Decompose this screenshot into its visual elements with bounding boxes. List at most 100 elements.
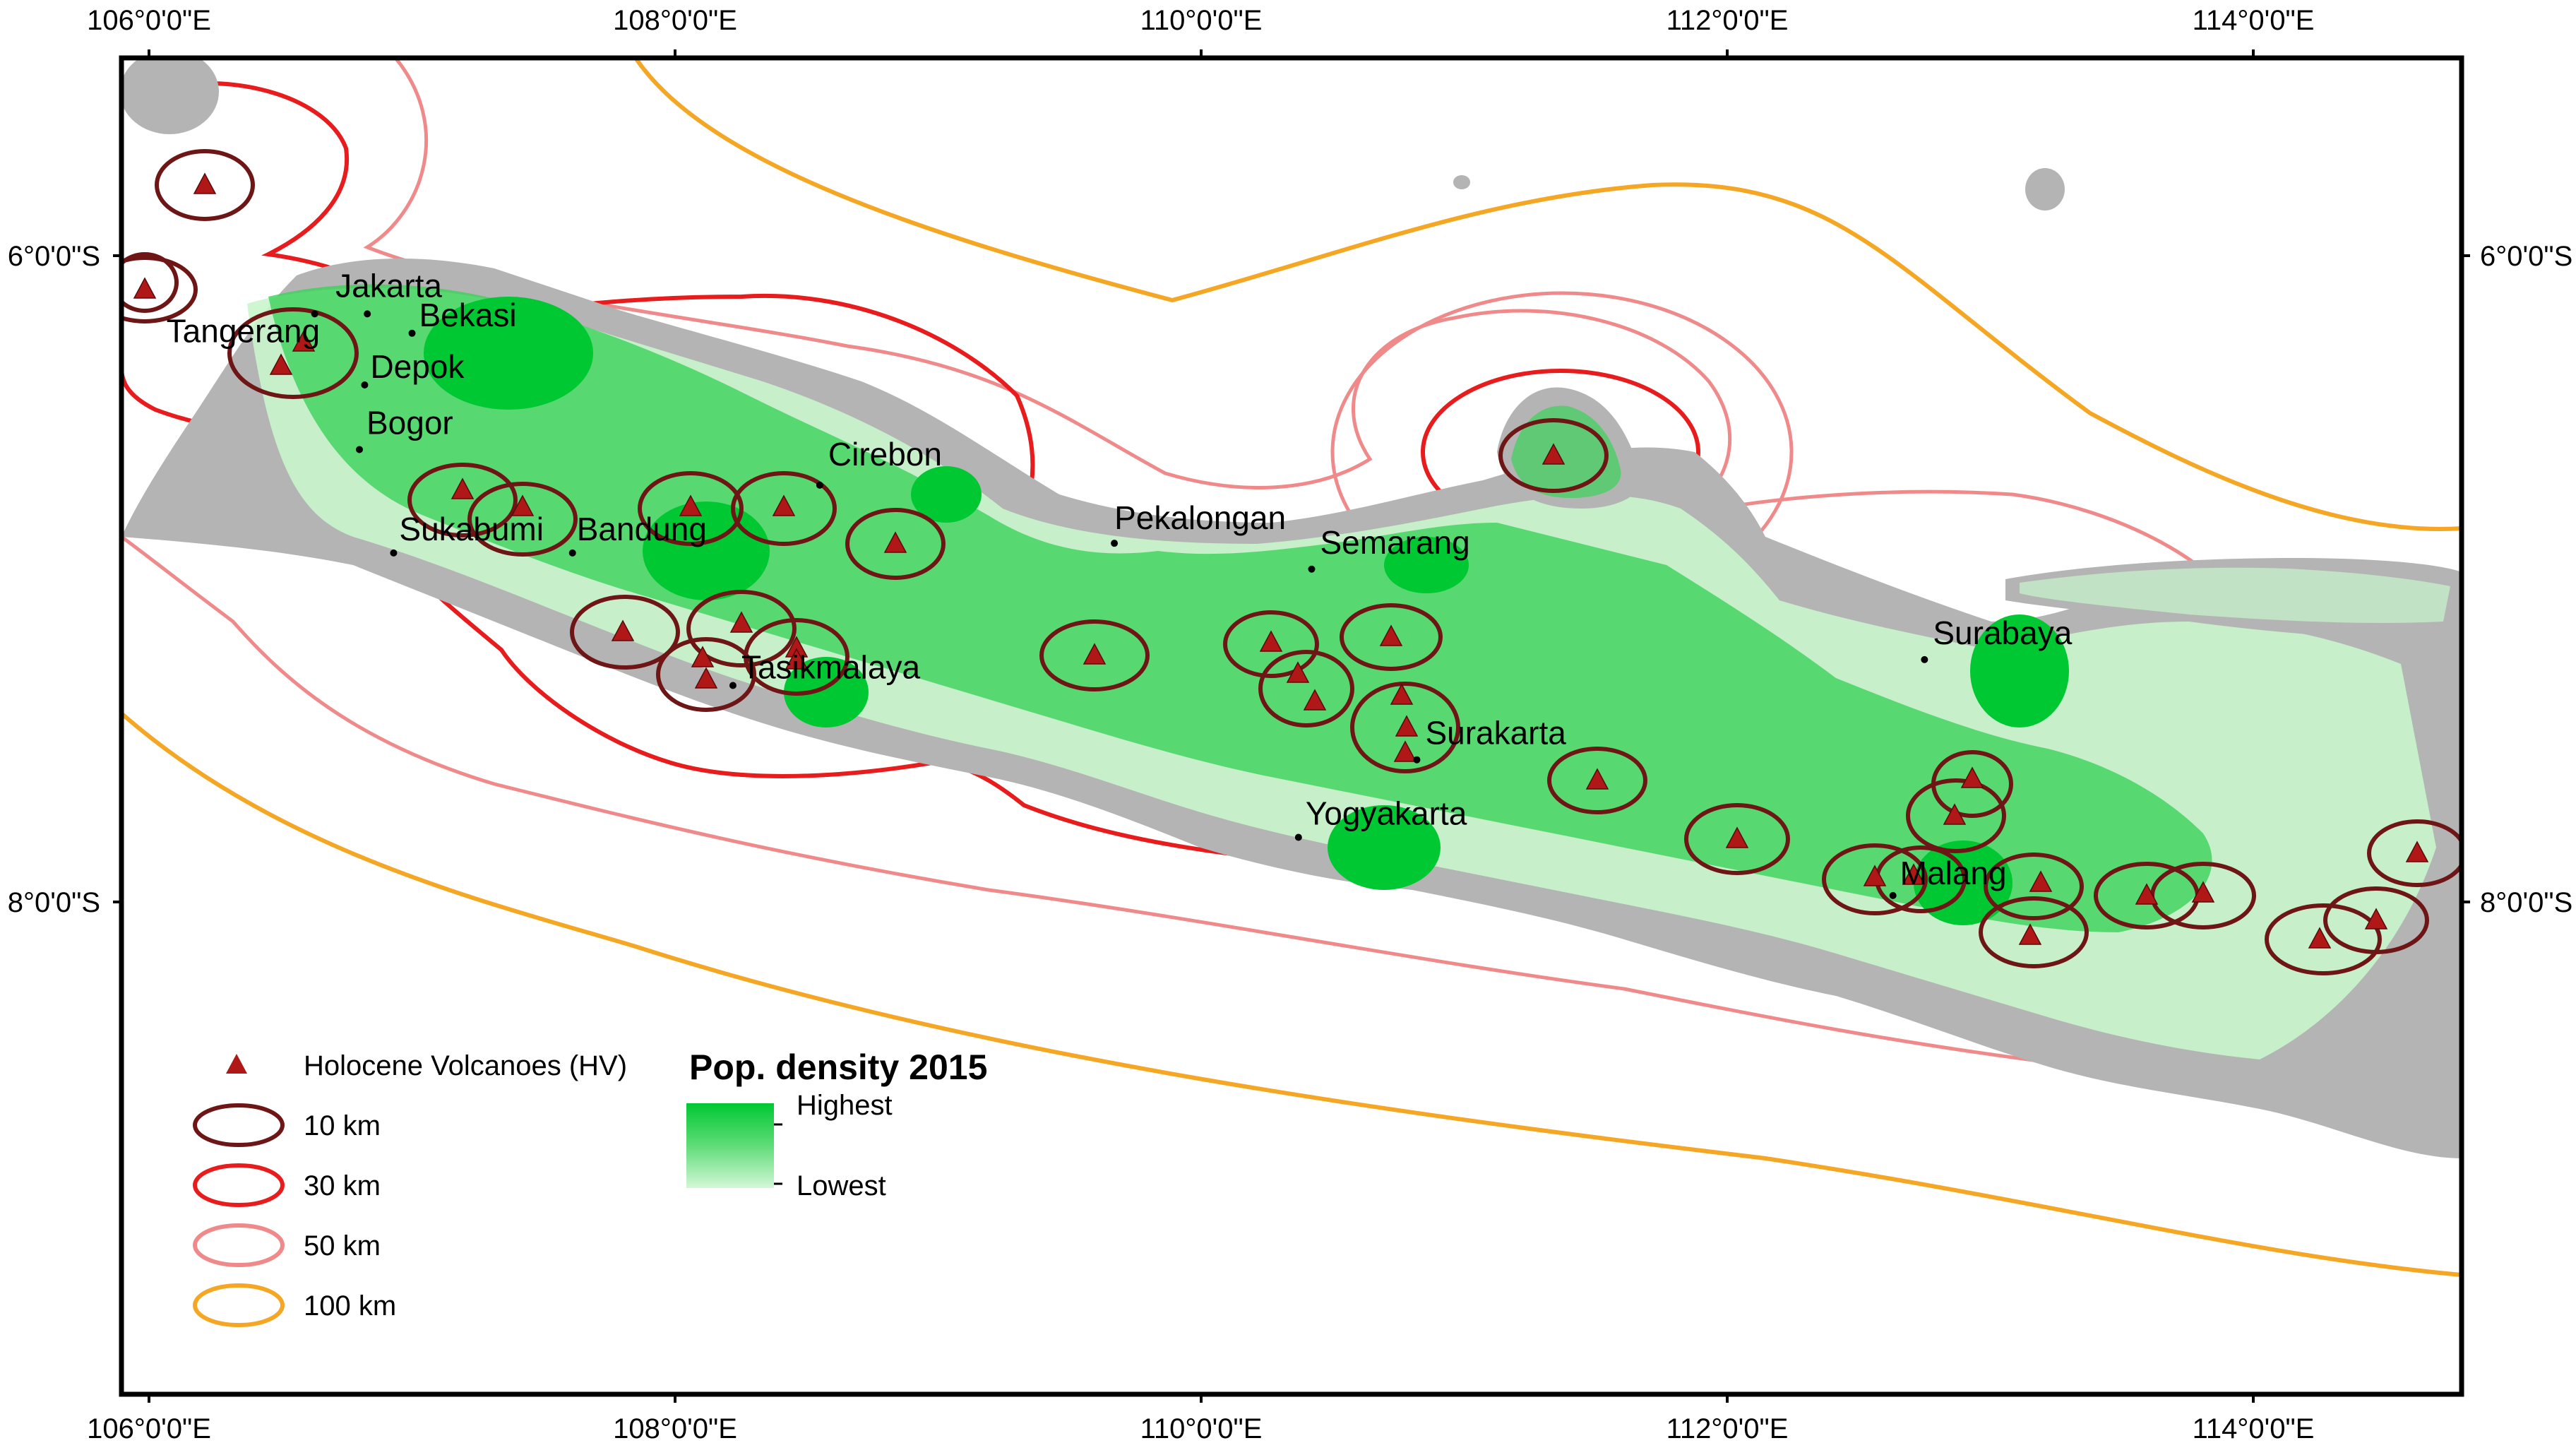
city-label: Semarang [1320,524,1469,561]
buffer-10km-ring [1039,619,1150,691]
lat-label-left: 8°0'0"S [8,887,100,918]
volcano-marker [1393,740,1417,762]
buffer-10km-ring [1684,803,1790,875]
buffer-10km-ring [1547,747,1647,814]
volcano-marker [1943,803,1967,825]
pop-hotspot-yogyakarta [1328,805,1441,890]
volcano-marker [1725,826,1749,848]
volcano-marker [785,648,809,670]
buffer-10km-ring [121,256,198,323]
city-label: Depok [370,348,465,385]
city-label: Tangerang [167,312,320,349]
ramp-high-label: Highest [797,1090,893,1121]
volcano-marker [679,494,703,516]
volcano-marker [1542,443,1566,465]
city-label: Yogyakarta [1306,795,1467,832]
volcano-marker [292,330,316,352]
legend-item-label: Holocene Volcanoes (HV) [304,1050,627,1081]
legend-buffer-symbol [193,1223,285,1267]
buffer-10km-ring [1822,843,1928,915]
volcano-marker [2364,908,2388,930]
city-label: Bandung [577,511,707,547]
buffer-10km-ring [686,590,797,667]
volcano-marker [2018,923,2042,945]
buffer-10km-ring [467,482,578,557]
buffer-10km-ring [1350,682,1460,773]
city-dot [390,549,398,557]
volcano-marker [1902,863,1926,885]
volcano-marker [691,646,715,667]
buffer-10km-ring [407,463,518,538]
pop-hotspot-surabaya [1970,614,2069,728]
buffer-10km-ring [2323,886,2429,954]
city-label: Cirebon [828,436,942,473]
pop-hotspot-tasikmalaya [784,657,869,728]
volcano-marker [1395,715,1419,737]
volcano-marker [1585,768,1609,790]
volcano-marker [1863,865,1887,886]
legend: Holocene Volcanoes (HV) 10 km 30 km 50 km 10… [193,1050,627,1327]
legend-buffer-symbol [193,1103,285,1147]
volcano-marker [772,494,796,516]
buffer-10km-ring [744,618,849,696]
city-dot [408,329,416,337]
bali-island [2415,982,2462,1109]
legend-item-label: 100 km [304,1290,396,1322]
lon-label-bottom: 106°0'0"E [87,1413,211,1444]
city-label: Tasikmalaya [741,648,921,685]
city-dot [356,446,363,453]
buffer-10km-ring [1906,778,2006,853]
volcano-marker [2308,927,2332,949]
city-label: Bekasi [419,297,517,333]
graticule-layer: 106°0'0"E 106°0'0"E 108°0'0"E 108°0'0"E 110°… [8,5,2573,1444]
legend-item-label: 50 km [304,1230,381,1261]
lat-label-right: 8°0'0"S [2480,887,2572,918]
legend-title: Pop. density 2015 [689,1047,987,1087]
volcano-layer [133,172,2429,949]
volcano-marker [269,353,293,375]
city-dot [816,481,823,489]
ramp-low-label: Lowest [797,1170,886,1201]
volcano-marker [2405,841,2429,862]
city-dot [1413,756,1421,764]
karimunjawa-island [1453,175,1470,189]
buffer-10km-ring [1498,418,1609,493]
buffer-10km-ring [1984,853,2084,920]
city-label: Surabaya [1933,614,2072,651]
pop-density-mid [268,284,2212,933]
buffer-10km-ring [1258,650,1354,728]
city-dot [729,682,737,689]
volcano-marker [729,611,753,633]
lon-label-top: 106°0'0"E [87,5,211,36]
lon-label-bottom: 112°0'0"E [1666,1413,1789,1444]
volcano-marker [611,619,635,641]
volcano-marker [1379,624,1403,646]
lon-label-bottom: 114°0'0"E [2193,1413,2315,1444]
buffer-10km-ring [2265,903,2382,975]
city-label: Pekalongan [1114,499,1286,536]
buffer-10km-ring [638,471,744,546]
buffer-10km-ring [1223,610,1319,678]
population-ramp-legend: Pop. density 2015 Highest Lowest [686,1047,987,1201]
city-label: Jakarta [335,267,442,304]
buffer-10km-ring [1979,896,2089,968]
city-dot [364,310,371,318]
volcano-marker [694,667,718,689]
lon-label-top: 112°0'0"E [1666,5,1789,36]
volcano-marker [2191,881,2215,903]
city-label: Bogor [366,405,453,441]
city-label: Malang [1900,855,2007,891]
sumatra-tip [121,58,219,134]
lon-label-bottom: 108°0'0"E [613,1413,737,1444]
volcano-marker [451,477,475,499]
city-dot [568,549,576,557]
legend-buffer-symbol [193,1163,285,1207]
city-dot [1294,833,1302,841]
volcano-marker [1083,643,1107,665]
city-dot [1111,540,1119,547]
pop-hotspot-semarang [1384,537,1469,593]
legend-buffer-symbol [193,1283,285,1327]
city-dot [1308,565,1316,573]
city-label: Surakarta [1425,715,1566,752]
